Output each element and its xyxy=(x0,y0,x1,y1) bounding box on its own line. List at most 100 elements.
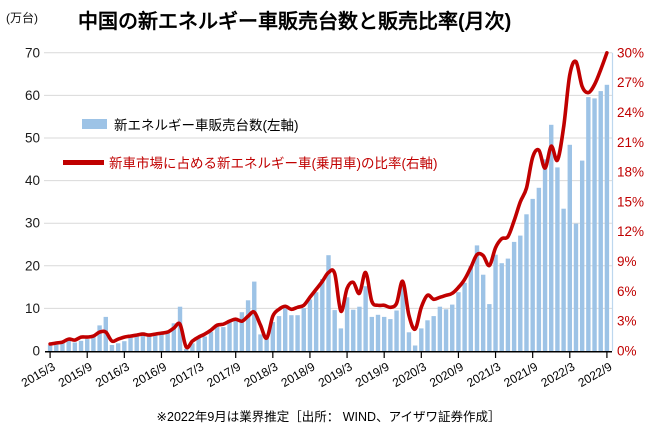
bar xyxy=(276,316,282,351)
legend-item-ratio: 新車市場に占める新エネルギー車(乗用車)の比率(右軸) xyxy=(63,152,437,172)
bar xyxy=(91,336,96,351)
bar xyxy=(419,328,424,351)
bar xyxy=(462,282,467,351)
left-axis-unit-label: (万台) xyxy=(6,11,38,25)
x-tick-label: 2018/3 xyxy=(242,359,281,390)
bar xyxy=(122,341,127,351)
bar xyxy=(437,306,443,351)
legend-ratio-label: 新車市場に占める新エネルギー車(乗用車)の比率(右軸) xyxy=(109,156,438,171)
bar xyxy=(351,309,356,351)
x-tick-label: 2022/3 xyxy=(539,359,578,390)
bar xyxy=(252,281,257,351)
gridlines xyxy=(44,52,612,309)
ratio-line xyxy=(48,51,609,350)
x-tick-label: 2015/3 xyxy=(19,359,58,390)
bar xyxy=(270,322,276,351)
bar xyxy=(128,337,133,351)
bar xyxy=(518,235,523,351)
bar xyxy=(505,258,511,351)
line-series-swatch xyxy=(63,159,104,165)
x-tick-label: 2017/3 xyxy=(167,359,206,390)
bar xyxy=(586,97,591,351)
bar xyxy=(295,315,300,351)
bar-series-swatch xyxy=(82,119,107,129)
bar xyxy=(72,342,78,351)
bar xyxy=(60,342,65,351)
left-axis-tick-label: 20 xyxy=(25,258,40,273)
right-axis-labels: 0% 3% 6% 9% 12% 15% 18% 21% 24% 27% 30% xyxy=(617,45,644,358)
right-axis-tick-label: 18% xyxy=(617,165,644,180)
bar xyxy=(109,345,115,351)
right-axis-tick-label: 9% xyxy=(617,254,637,269)
bar xyxy=(115,343,121,351)
x-tick-label: 2017/9 xyxy=(204,359,243,390)
right-axis-tick-label: 15% xyxy=(617,194,644,209)
x-tick-label: 2021/9 xyxy=(501,359,540,390)
bar xyxy=(598,91,603,351)
x-tick-label: 2015/9 xyxy=(56,359,95,390)
left-axis-tick-label: 30 xyxy=(25,216,40,231)
bar xyxy=(369,316,375,351)
bar xyxy=(338,328,344,351)
bar xyxy=(97,325,102,351)
bar xyxy=(450,304,455,351)
right-axis-tick-label: 12% xyxy=(617,224,644,239)
bar xyxy=(604,84,610,352)
bar xyxy=(511,241,517,351)
bar xyxy=(313,292,319,351)
bar xyxy=(375,314,381,351)
bar xyxy=(474,245,480,351)
bar xyxy=(406,332,412,351)
bar xyxy=(542,159,548,351)
bar xyxy=(573,223,579,351)
bar xyxy=(487,304,492,351)
legend-item-sales: 新エネルギー車販売台数(左軸) xyxy=(82,114,299,134)
bar xyxy=(425,320,430,351)
x-axis: 2015/32015/92016/32016/92017/32017/92018… xyxy=(19,351,615,390)
bar xyxy=(431,316,436,351)
bar xyxy=(400,281,405,351)
x-tick-label: 2021/3 xyxy=(464,359,503,390)
x-tick-label: 2020/3 xyxy=(390,359,429,390)
bar xyxy=(289,315,294,351)
bar xyxy=(456,292,461,351)
bar xyxy=(307,299,313,351)
bar xyxy=(394,310,399,351)
bar xyxy=(326,255,331,351)
x-tick-label: 2018/9 xyxy=(279,359,318,390)
bar xyxy=(258,334,263,351)
right-axis-tick-label: 0% xyxy=(617,344,637,359)
bar xyxy=(66,340,71,351)
right-axis-tick-label: 24% xyxy=(617,105,644,120)
x-tick-label: 2016/3 xyxy=(93,359,132,390)
right-axis-tick-label: 3% xyxy=(617,314,637,329)
left-axis-tick-label: 10 xyxy=(25,301,40,316)
bar xyxy=(165,332,170,351)
bar xyxy=(592,98,597,352)
bar xyxy=(561,208,566,351)
bar xyxy=(202,336,207,351)
legend-sales-label: 新エネルギー車販売台数(左軸) xyxy=(114,118,299,133)
x-tick-label: 2022/9 xyxy=(576,359,615,390)
bar xyxy=(54,344,59,351)
left-axis-tick-label: 50 xyxy=(25,131,40,146)
bar xyxy=(196,337,201,351)
bar xyxy=(283,307,288,351)
bar xyxy=(140,332,146,351)
bar xyxy=(184,348,189,351)
bar xyxy=(381,316,387,351)
x-tick-label: 2020/9 xyxy=(427,359,466,390)
bar xyxy=(159,332,164,351)
bar xyxy=(579,160,585,351)
bar xyxy=(227,322,232,351)
bar xyxy=(171,323,177,351)
bar xyxy=(233,317,238,351)
right-axis-tick-label: 27% xyxy=(617,75,644,90)
bar xyxy=(190,343,195,351)
bar xyxy=(524,214,529,351)
bar xyxy=(344,297,350,351)
bar xyxy=(221,327,226,351)
bar xyxy=(555,167,560,351)
